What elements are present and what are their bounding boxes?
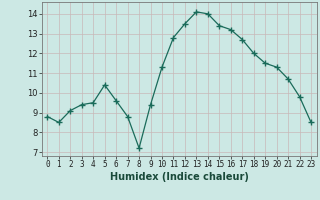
X-axis label: Humidex (Indice chaleur): Humidex (Indice chaleur) [110, 172, 249, 182]
